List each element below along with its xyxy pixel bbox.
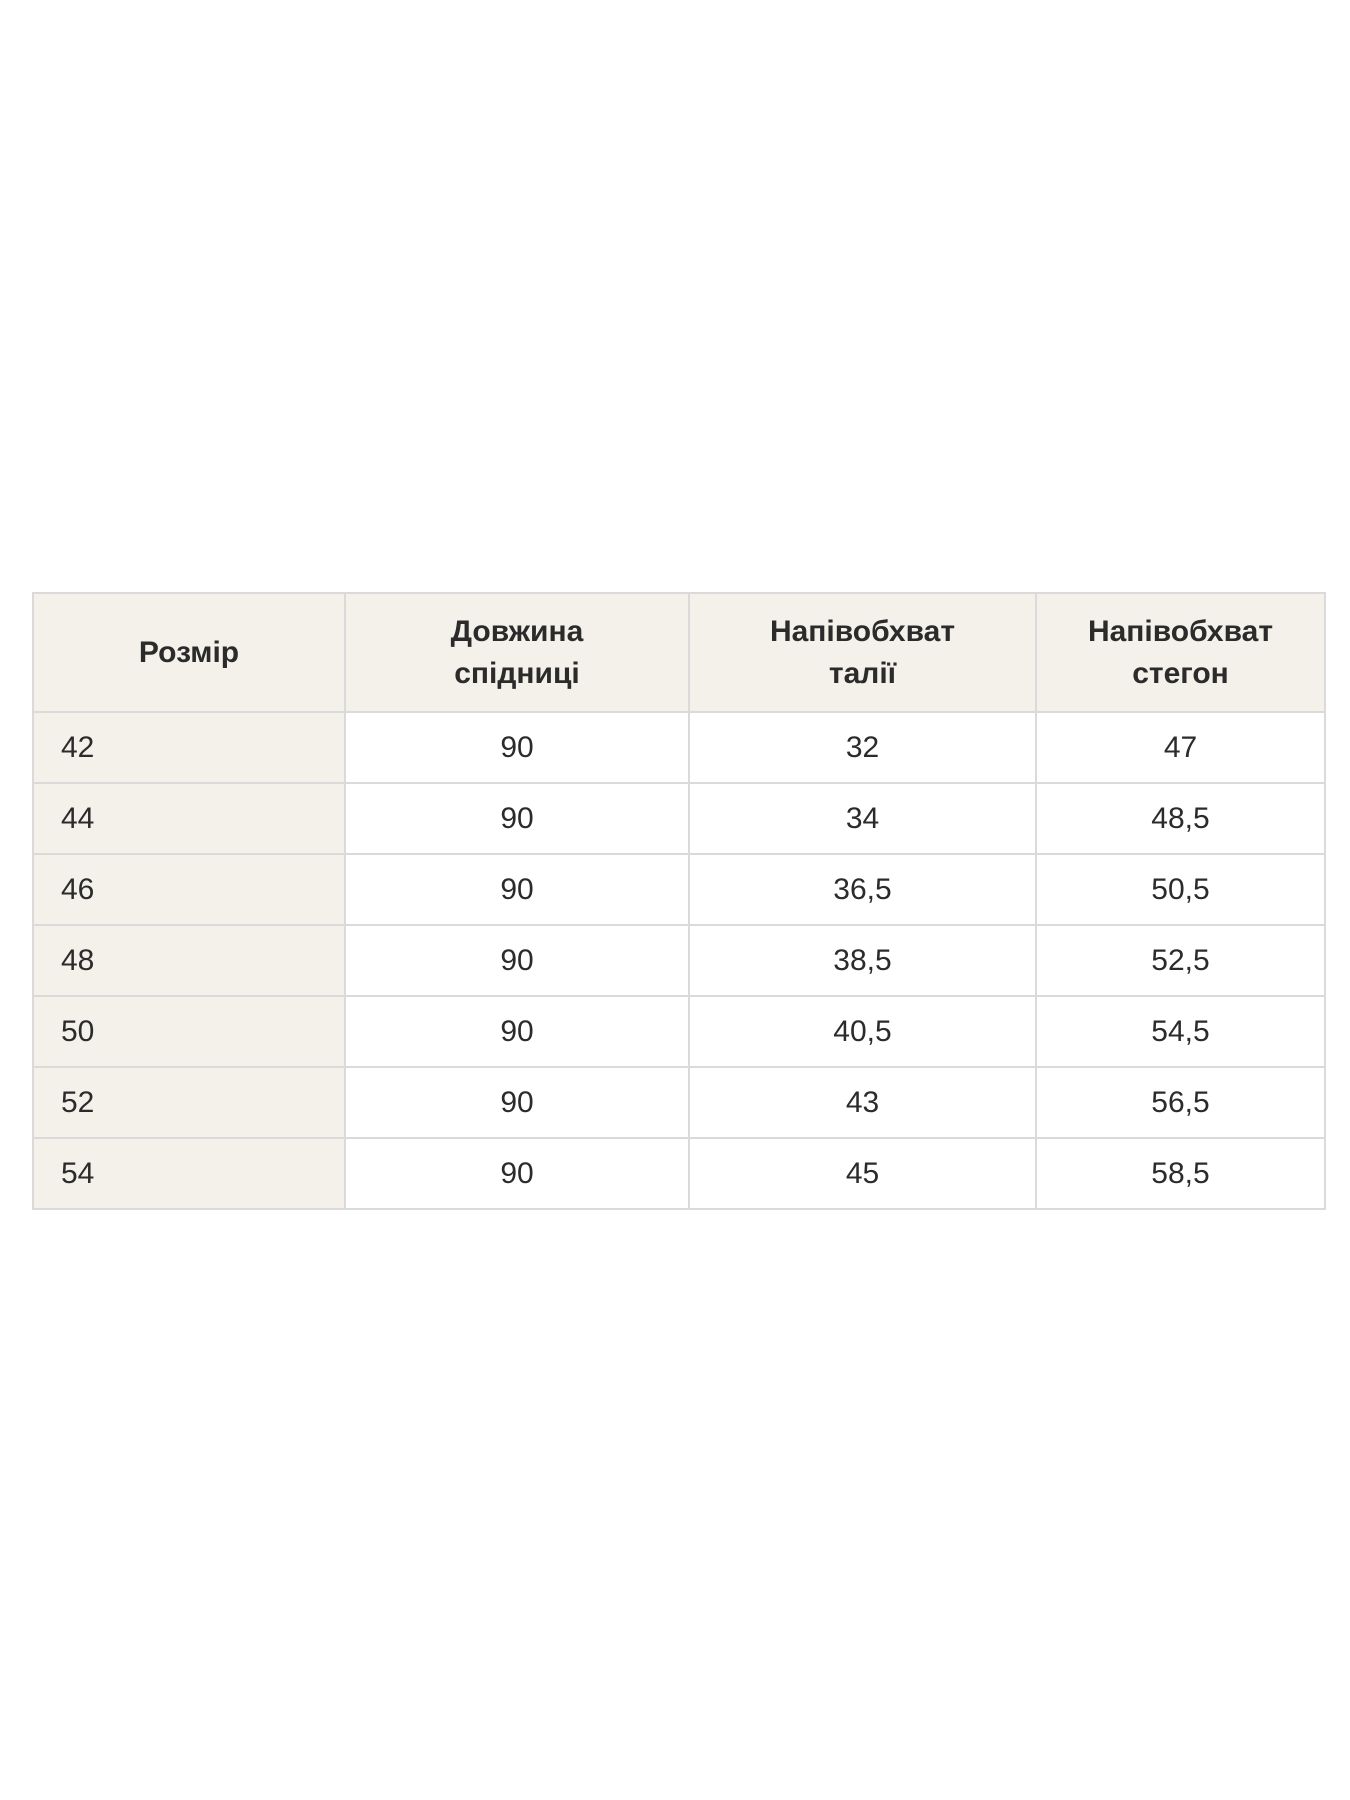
column-header-waist: Напівобхват талії [688, 592, 1037, 713]
waist-cell: 40,5 [688, 995, 1037, 1068]
length-cell: 90 [344, 1066, 690, 1139]
waist-cell: 43 [688, 1066, 1037, 1139]
hips-cell: 47 [1035, 711, 1326, 784]
size-cell: 50 [32, 995, 346, 1068]
table-row: 52 90 43 56,5 [32, 1066, 1326, 1139]
size-cell: 46 [32, 853, 346, 926]
column-header-length: Довжина спідниці [344, 592, 690, 713]
size-cell: 48 [32, 924, 346, 997]
hips-cell: 56,5 [1035, 1066, 1326, 1139]
column-header-size: Розмір [32, 592, 346, 713]
length-cell: 90 [344, 1137, 690, 1210]
waist-cell: 45 [688, 1137, 1037, 1210]
hips-cell: 58,5 [1035, 1137, 1326, 1210]
table-row: 44 90 34 48,5 [32, 782, 1326, 855]
size-chart-body: 42 90 32 47 44 90 34 48,5 46 90 36,5 50,… [32, 711, 1326, 1210]
column-header-hips: Напівобхват стегон [1035, 592, 1326, 713]
size-cell: 52 [32, 1066, 346, 1139]
hips-cell: 52,5 [1035, 924, 1326, 997]
waist-cell: 36,5 [688, 853, 1037, 926]
length-cell: 90 [344, 711, 690, 784]
hips-cell: 54,5 [1035, 995, 1326, 1068]
hips-cell: 48,5 [1035, 782, 1326, 855]
length-cell: 90 [344, 853, 690, 926]
table-row: 46 90 36,5 50,5 [32, 853, 1326, 926]
waist-cell: 34 [688, 782, 1037, 855]
size-cell: 42 [32, 711, 346, 784]
table-row: 48 90 38,5 52,5 [32, 924, 1326, 997]
length-cell: 90 [344, 924, 690, 997]
table-row: 54 90 45 58,5 [32, 1137, 1326, 1210]
hips-cell: 50,5 [1035, 853, 1326, 926]
waist-cell: 32 [688, 711, 1037, 784]
size-chart-header: Розмір Довжина спідниці Напівобхват талі… [32, 592, 1326, 713]
table-row: 42 90 32 47 [32, 711, 1326, 784]
header-row: Розмір Довжина спідниці Напівобхват талі… [32, 592, 1326, 713]
table-row: 50 90 40,5 54,5 [32, 995, 1326, 1068]
size-cell: 44 [32, 782, 346, 855]
waist-cell: 38,5 [688, 924, 1037, 997]
size-chart-table: Розмір Довжина спідниці Напівобхват талі… [32, 592, 1326, 1210]
length-cell: 90 [344, 782, 690, 855]
size-cell: 54 [32, 1137, 346, 1210]
length-cell: 90 [344, 995, 690, 1068]
